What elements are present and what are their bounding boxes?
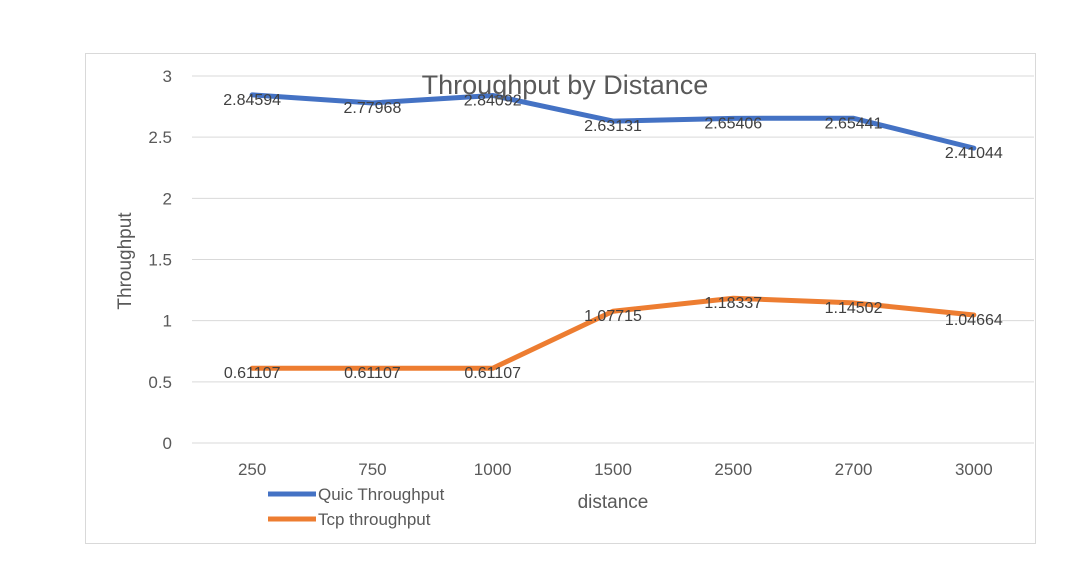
y-tick-labels: 0 0.5 1 1.5 2 2.5 3 bbox=[148, 67, 172, 453]
data-label: 2.65406 bbox=[704, 115, 762, 132]
x-tick-label: 3000 bbox=[955, 460, 993, 479]
data-label: 1.18337 bbox=[704, 295, 762, 312]
chart-frame bbox=[85, 53, 1036, 544]
x-tick-label: 750 bbox=[358, 460, 386, 479]
series-lines bbox=[249, 92, 977, 371]
data-label: 0.61107 bbox=[464, 365, 521, 382]
data-labels: 2.84594 2.77968 2.84092 2.63131 2.65406 2.654… bbox=[223, 92, 1003, 382]
data-label: 1.14502 bbox=[825, 300, 883, 317]
data-label: 1.04664 bbox=[945, 312, 1003, 329]
data-label: 0.61107 bbox=[344, 365, 401, 382]
x-tick-labels: 250 750 1000 1500 2500 2700 3000 bbox=[238, 460, 993, 479]
legend-entry: Quic Throughput bbox=[318, 485, 445, 504]
data-label: 2.41044 bbox=[945, 145, 1003, 162]
x-tick-label: 2700 bbox=[835, 460, 873, 479]
x-tick-label: 250 bbox=[238, 460, 266, 479]
data-label: 2.84092 bbox=[464, 92, 522, 109]
data-label: 2.84594 bbox=[223, 92, 281, 109]
legend-entry: Tcp throughput bbox=[318, 510, 431, 529]
y-tick-label: 3 bbox=[163, 67, 172, 86]
x-tick-label: 1000 bbox=[474, 460, 512, 479]
legend: Quic Throughput Tcp throughput bbox=[268, 485, 445, 529]
y-tick-label: 0.5 bbox=[148, 373, 172, 392]
data-label: 0.61107 bbox=[224, 365, 281, 382]
x-tick-label: 2500 bbox=[714, 460, 752, 479]
y-tick-label: 1 bbox=[163, 312, 172, 331]
data-label: 1.07715 bbox=[584, 308, 642, 325]
gridlines bbox=[192, 75, 1034, 444]
y-axis-title: Throughput bbox=[115, 212, 136, 310]
x-tick-label: 1500 bbox=[594, 460, 632, 479]
y-tick-label: 2 bbox=[163, 189, 172, 208]
chart-title: Throughput by Distance bbox=[422, 70, 709, 100]
data-label: 2.77968 bbox=[344, 100, 402, 117]
y-tick-label: 2.5 bbox=[148, 128, 172, 147]
y-tick-label: 1.5 bbox=[148, 251, 172, 270]
data-label: 2.63131 bbox=[584, 118, 642, 135]
y-tick-label: 0 bbox=[163, 434, 172, 453]
data-label: 2.65441 bbox=[825, 115, 883, 132]
x-axis-title: distance bbox=[578, 492, 649, 513]
